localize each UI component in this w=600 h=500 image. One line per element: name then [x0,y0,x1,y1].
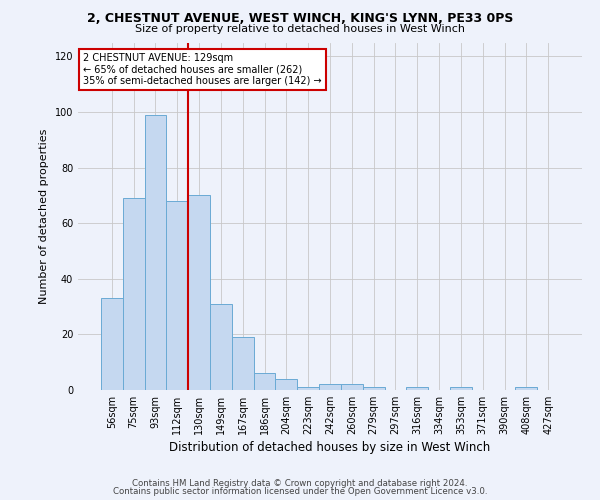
Text: Size of property relative to detached houses in West Winch: Size of property relative to detached ho… [135,24,465,34]
Bar [210,304,232,390]
Bar [101,298,123,390]
Bar [297,387,319,390]
Text: Contains public sector information licensed under the Open Government Licence v3: Contains public sector information licen… [113,487,487,496]
Bar [319,384,341,390]
Text: 2 CHESTNUT AVENUE: 129sqm
← 65% of detached houses are smaller (262)
35% of semi: 2 CHESTNUT AVENUE: 129sqm ← 65% of detac… [83,53,322,86]
Bar [123,198,145,390]
Bar [515,387,537,390]
Bar [188,196,210,390]
Y-axis label: Number of detached properties: Number of detached properties [39,128,49,304]
Bar [406,387,428,390]
Bar [450,387,472,390]
Text: 2, CHESTNUT AVENUE, WEST WINCH, KING'S LYNN, PE33 0PS: 2, CHESTNUT AVENUE, WEST WINCH, KING'S L… [87,12,513,26]
Bar [254,374,275,390]
Bar [363,387,385,390]
Bar [341,384,363,390]
X-axis label: Distribution of detached houses by size in West Winch: Distribution of detached houses by size … [169,441,491,454]
Bar [275,379,297,390]
Bar [166,201,188,390]
Text: Contains HM Land Registry data © Crown copyright and database right 2024.: Contains HM Land Registry data © Crown c… [132,478,468,488]
Bar [232,337,254,390]
Bar [145,115,166,390]
